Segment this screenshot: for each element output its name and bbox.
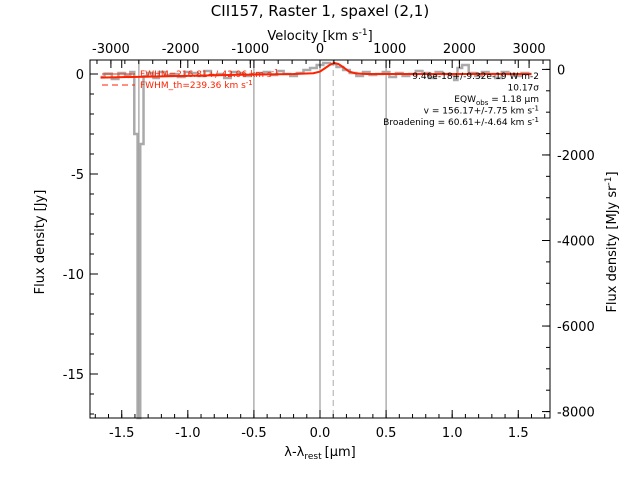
y-tick-label: -15: [63, 368, 84, 383]
legend-label-text: FWHM=216.81+/-42.96 km s: [140, 70, 272, 80]
series-0-point: [132, 71, 133, 72]
series-1-point: [366, 73, 367, 74]
legend-label: FWHM_th=239.36 km s-1: [140, 79, 253, 91]
series-1-point: [319, 71, 320, 72]
series-0-point: [280, 70, 281, 71]
series-1-point: [338, 63, 339, 64]
top-tick-label: 1000: [373, 42, 406, 57]
top-tick-label: 0: [316, 42, 324, 57]
legend-label: FWHM=216.81+/-42.96 km s-1: [140, 68, 279, 80]
series-1-point: [100, 77, 101, 78]
chart-title: CII157, Raster 1, spaxel (2,1): [211, 2, 429, 20]
legend-entry: FWHM_th=239.36 km s-1: [102, 79, 253, 91]
annotation-1: 10.17σ: [508, 84, 540, 94]
y-tick-label: -5: [71, 168, 84, 183]
series-0-point: [359, 75, 360, 76]
annotation-text: 9.46e-18+/-9.32e-19 W m-2: [412, 72, 539, 82]
series-0-point: [339, 66, 340, 67]
series-0-point: [306, 69, 307, 70]
legend-label-sup: -1: [272, 68, 279, 76]
annotation-text-end: = 1.18 μm: [488, 95, 539, 105]
legend-entry: FWHM=216.81+/-42.96 km s-1: [102, 68, 279, 80]
series-1-point: [325, 67, 326, 68]
series-0-point: [326, 62, 327, 63]
legend-label-sup: -1: [246, 79, 253, 87]
series-0-point: [313, 67, 314, 68]
top-axis-label: Velocity [km s-1]: [267, 28, 372, 44]
x-tick-label: 0.0: [310, 426, 331, 441]
x-tick-label: 1.0: [442, 426, 463, 441]
series-1: [100, 61, 532, 79]
annotation-text: 10.17σ: [508, 84, 540, 94]
x-tick-label: -0.5: [241, 426, 266, 441]
annotation-4: Broadening = 60.61+/-4.64 km s-1: [383, 116, 539, 128]
top-tick-label: -3000: [92, 42, 130, 57]
annotation-text: EQW: [454, 95, 476, 105]
top-tick-label: 2000: [443, 42, 476, 57]
annotation-text: Broadening = 60.61+/-4.64 km s: [383, 118, 532, 128]
x-tick-label: -1.0: [175, 426, 200, 441]
series-1-point: [399, 73, 400, 74]
right-y-axis-label: Flux density [MJy sr-1]: [604, 171, 620, 312]
right-y-tick-label: -6000: [557, 320, 595, 335]
series-1-point: [355, 73, 356, 74]
series-0-point: [392, 76, 393, 77]
series-0-point: [136, 133, 137, 134]
series-0-point: [465, 64, 466, 65]
right-y-tick-label: -4000: [557, 234, 595, 249]
annotation-text: v = 156.17+/-7.75 km s: [424, 107, 533, 117]
data-series: [100, 61, 532, 420]
annotation-sup: -1: [532, 105, 539, 113]
series-1-line: [100, 61, 532, 79]
top-tick-label: 3000: [513, 42, 546, 57]
right-y-tick-label: -2000: [557, 149, 595, 164]
x-tick-label: -1.5: [109, 426, 134, 441]
series-0-point: [115, 78, 116, 79]
y-axis-label: Flux density [Jy]: [33, 190, 48, 295]
x-axis-label: λ-λrest [μm]: [284, 445, 355, 462]
series-0-point: [121, 72, 122, 73]
y-tick-label: 0: [76, 68, 84, 83]
y-tick-label: -10: [63, 268, 84, 283]
reference-lines: [138, 60, 387, 418]
tick-labels: -1.5 -1.0 -0.5 0.0 0.5 1.0 1.50-5-10-150-2000-…: [63, 42, 595, 441]
right-y-tick-label: -8000: [557, 406, 595, 421]
top-tick-label: -1000: [231, 42, 269, 57]
legend-label-text: FWHM_th=239.36 km s: [140, 81, 246, 91]
series-1-point: [348, 71, 349, 72]
series-1-point: [293, 73, 294, 74]
axis-ticks: [90, 60, 550, 418]
annotation-3: v = 156.17+/-7.75 km s-1: [424, 105, 539, 117]
series-0-point: [141, 143, 142, 144]
series-1-point: [330, 64, 331, 65]
annotation-sup: -1: [532, 116, 539, 124]
series-0-point: [293, 75, 294, 76]
annotation-2: EQWobs = 1.18 μm: [454, 95, 539, 107]
x-tick-label: 0.5: [376, 426, 397, 441]
top-tick-label: -2000: [162, 42, 200, 57]
series-0-point: [405, 75, 406, 76]
series-1-point: [343, 67, 344, 68]
legend: FWHM=216.81+/-42.96 km s-1FWHM_th=239.36…: [102, 68, 279, 91]
right-y-tick-label: 0: [557, 63, 565, 78]
annotation-sub: obs: [476, 99, 489, 107]
series-0-point: [366, 71, 367, 72]
x-tick-label: 1.5: [508, 426, 529, 441]
series-1-point: [313, 73, 314, 74]
series-0-point: [385, 71, 386, 72]
annotation-0: 9.46e-18+/-9.32e-19 W m-2: [412, 72, 539, 82]
